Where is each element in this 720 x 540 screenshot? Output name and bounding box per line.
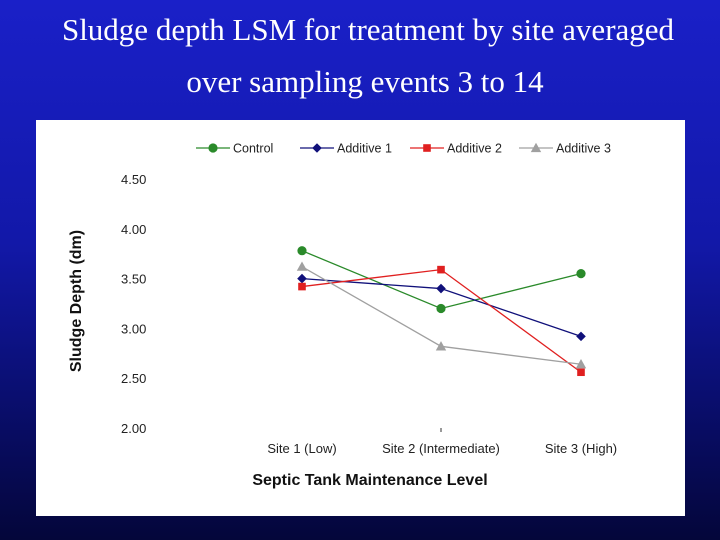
series-control xyxy=(297,246,586,314)
chart-panel: Control Additive 1 Additive 2 Additive 3 4.… xyxy=(36,120,685,516)
series-additive-2 xyxy=(298,265,585,377)
y-tick-label: 2.50 xyxy=(121,371,146,386)
additive-3-point xyxy=(296,261,308,271)
control-point xyxy=(436,303,446,314)
legend-marker xyxy=(423,144,431,152)
chart-legend: Control Additive 1 Additive 2 Additive 3 xyxy=(196,142,611,156)
legend-label: Additive 3 xyxy=(556,142,611,156)
x-axis-tick-labels: Site 1 (Low) Site 2 (Intermediate) Site 3 … xyxy=(267,441,617,456)
x-tick-label: Site 2 (Intermediate) xyxy=(382,441,500,456)
legend-marker xyxy=(530,142,542,153)
legend-item-additive-1: Additive 1 xyxy=(300,142,392,156)
legend-item-additive-3: Additive 3 xyxy=(519,142,611,156)
additive-1-point xyxy=(436,283,446,294)
slide-title-line-1: Sludge depth LSM for treatment by site a… xyxy=(61,12,675,47)
series-additive-1 xyxy=(297,273,586,342)
y-axis-title: Sludge Depth (dm) xyxy=(68,230,85,372)
additive-2-point xyxy=(437,265,445,274)
y-tick-label: 3.00 xyxy=(121,321,146,336)
x-tick-label: Site 1 (Low) xyxy=(267,441,336,456)
y-tick-label: 3.50 xyxy=(121,272,146,287)
y-axis-tick-labels: 4.50 4.00 3.50 3.00 2.50 2.00 xyxy=(121,172,146,436)
series-additive-3 xyxy=(296,261,587,369)
legend-label: Additive 2 xyxy=(447,142,502,156)
y-tick-label: 4.50 xyxy=(121,172,146,187)
legend-item-additive-2: Additive 2 xyxy=(410,142,502,156)
additive-2-point xyxy=(298,282,306,291)
x-axis-title: Septic Tank Maintenance Level xyxy=(252,472,487,489)
additive-2-point xyxy=(577,368,585,377)
control-line xyxy=(301,250,582,310)
control-point xyxy=(576,269,586,279)
legend-marker xyxy=(312,143,322,153)
legend-label: Control xyxy=(233,142,273,156)
additive-1-point xyxy=(297,273,307,284)
legend-item-control: Control xyxy=(196,142,273,156)
legend-label: Additive 1 xyxy=(337,142,392,156)
slide-title-line-2: over sampling events 3 to 14 xyxy=(186,64,544,99)
sludge-depth-chart: Control Additive 1 Additive 2 Additive 3 4.… xyxy=(68,142,617,490)
additive-3-point xyxy=(435,341,447,351)
additive-3-point xyxy=(575,359,587,369)
y-tick-label: 2.00 xyxy=(121,421,146,436)
x-tick-label: Site 3 (High) xyxy=(545,441,617,456)
series-layer xyxy=(296,246,587,377)
additive-1-point xyxy=(576,331,586,342)
legend-marker xyxy=(208,143,218,153)
y-tick-label: 4.00 xyxy=(121,222,146,237)
control-point xyxy=(297,246,307,256)
